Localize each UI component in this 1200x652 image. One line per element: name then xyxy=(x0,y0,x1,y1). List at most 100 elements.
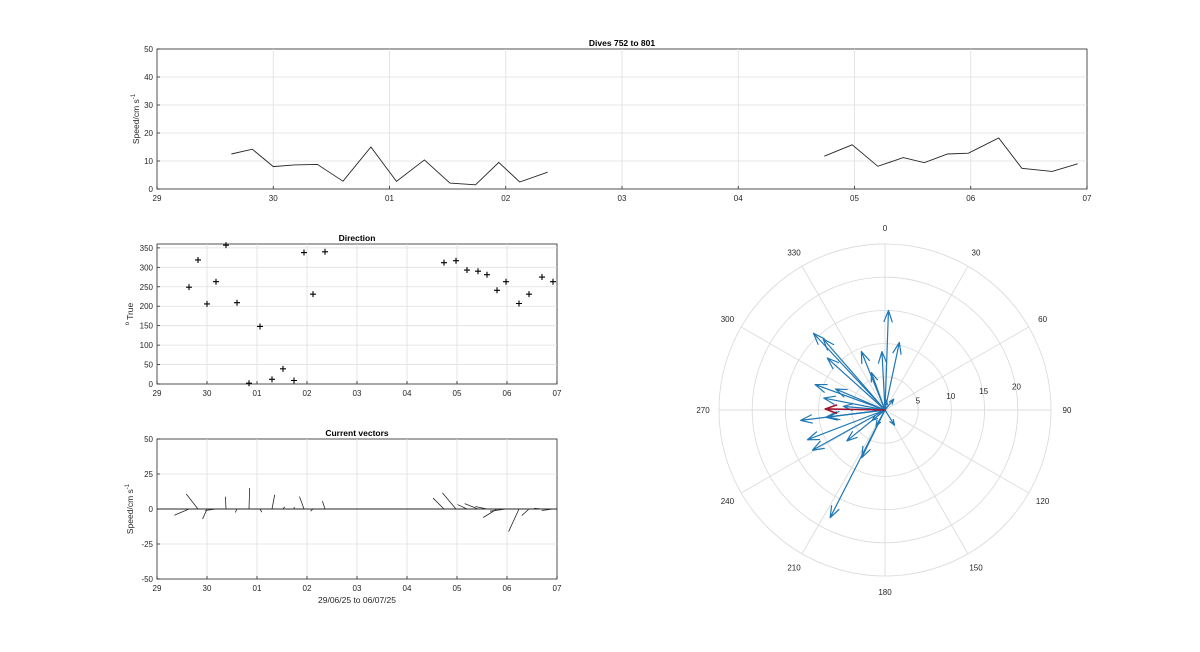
vectors-xlabel: 29/06/25 to 06/07/25 xyxy=(318,595,396,605)
current-vector-stick xyxy=(457,504,468,510)
direction-point xyxy=(322,248,328,255)
x-tick-label: 29 xyxy=(153,389,162,398)
direction-point xyxy=(494,287,500,294)
direction-point xyxy=(246,380,252,387)
direction-ylabel: oTrue xyxy=(125,302,135,325)
speed-ticks: 29 30 01 02 03 04 05 06 07 0 10 20 30 40 50 xyxy=(144,45,1092,203)
direction-point xyxy=(550,278,556,285)
polar-grid xyxy=(718,243,1052,577)
x-tick-label: 06 xyxy=(503,584,512,593)
y-tick-label: 100 xyxy=(140,341,154,350)
direction-point xyxy=(301,249,307,256)
polar-angle-label: 0 xyxy=(883,224,888,233)
x-tick-label: 30 xyxy=(269,194,278,203)
polar-vector-arrow xyxy=(812,332,886,411)
x-tick-label: 05 xyxy=(850,194,859,203)
direction-point xyxy=(516,300,522,307)
polar-vector-arrow xyxy=(823,395,886,411)
direction-point xyxy=(269,376,275,383)
polar-angle-label: 150 xyxy=(969,564,983,573)
x-tick-label: 01 xyxy=(253,584,262,593)
x-tick-label: 07 xyxy=(553,389,562,398)
direction-point xyxy=(453,257,459,264)
polar-spoke xyxy=(884,326,1029,411)
current-vector-stick xyxy=(432,497,445,510)
direction-point xyxy=(257,323,263,330)
x-tick-label: 01 xyxy=(385,194,394,203)
current-vector-stick xyxy=(185,493,199,510)
direction-point xyxy=(484,271,490,278)
direction-title: Direction xyxy=(339,233,376,243)
direction-point xyxy=(464,267,470,274)
polar-angle-label: 270 xyxy=(696,406,710,415)
polar-spoke xyxy=(801,266,886,411)
vectors-ylabel: Speed/cm s-1 xyxy=(125,483,135,534)
current-vector-stick xyxy=(521,508,530,516)
current-vector-stick xyxy=(508,508,520,532)
polar-range-label: 20 xyxy=(1012,383,1021,392)
direction-ticks: 29 30 01 02 03 04 05 06 07 0 50 100 150 200 250 300 350 xyxy=(140,244,562,398)
polar-angle-label: 240 xyxy=(721,497,735,506)
x-tick-label: 04 xyxy=(403,389,412,398)
y-tick-label: -25 xyxy=(141,540,153,549)
direction-grid xyxy=(157,244,557,384)
direction-point xyxy=(475,268,481,275)
x-tick-label: 05 xyxy=(453,584,462,593)
y-tick-label: 0 xyxy=(149,505,154,514)
x-tick-label: 02 xyxy=(303,389,312,398)
polar-vector-arrow xyxy=(884,341,902,411)
polar-angle-label: 120 xyxy=(1036,497,1050,506)
x-tick-label: 06 xyxy=(966,194,975,203)
polar-vector-arrow xyxy=(877,351,888,411)
x-tick-label: 06 xyxy=(503,389,512,398)
x-tick-label: 07 xyxy=(553,584,562,593)
direction-point xyxy=(195,256,201,263)
polar-spoke xyxy=(884,266,969,411)
direction-point xyxy=(310,291,316,298)
y-tick-label: 150 xyxy=(140,322,154,331)
y-tick-label: 25 xyxy=(144,470,153,479)
current-vector-stick xyxy=(322,500,326,510)
speed-ylabel: Speed/cm s-1 xyxy=(131,93,141,144)
y-tick-label: 200 xyxy=(140,302,154,311)
speed-title: Dives 752 to 801 xyxy=(589,38,655,48)
polar-angle-label: 30 xyxy=(972,248,981,257)
vectors-ticks: 29 30 01 02 03 04 05 06 07 -50 -25 0 25 50 xyxy=(141,435,562,593)
x-tick-label: 04 xyxy=(403,584,412,593)
polar-angle-label: 330 xyxy=(787,248,801,257)
y-tick-label: 50 xyxy=(144,361,153,370)
current-vector-stick xyxy=(299,496,305,510)
y-tick-label: 300 xyxy=(140,263,154,272)
speed-grid xyxy=(157,49,1087,189)
y-tick-label: 50 xyxy=(144,45,153,54)
polar-range-label: 5 xyxy=(916,396,921,405)
direction-point xyxy=(213,278,219,285)
polar-range-label: 10 xyxy=(946,392,955,401)
polar-angle-label: 300 xyxy=(721,315,735,324)
current-vector-stick xyxy=(442,492,457,510)
polar-vector-arrow xyxy=(814,383,886,411)
speed-axes: 29 30 01 02 03 04 05 06 07 0 10 20 30 40 50 Dives 752 … xyxy=(131,38,1092,203)
polar-angle-label: 180 xyxy=(878,588,892,597)
direction-point xyxy=(539,274,545,281)
polar-vector-arrow xyxy=(811,409,886,451)
x-tick-label: 03 xyxy=(353,389,362,398)
polar-axes: 0 30 60 90 120 150 180 210 240 270 300 330 5 10 15 20 xyxy=(696,224,1072,597)
x-tick-label: 03 xyxy=(353,584,362,593)
polar-angle-label: 90 xyxy=(1063,406,1072,415)
x-tick-label: 30 xyxy=(203,389,212,398)
polar-spoke xyxy=(741,326,886,411)
polar-arrows xyxy=(800,309,902,519)
polar-vector-arrow xyxy=(829,409,886,519)
x-tick-label: 03 xyxy=(618,194,627,203)
x-tick-label: 29 xyxy=(153,584,162,593)
direction-point xyxy=(280,365,286,372)
polar-ticks: 0 30 60 90 120 150 180 210 240 270 300 330 5 10 15 20 xyxy=(696,224,1072,597)
current-vector-stick xyxy=(248,488,251,510)
polar-vector-arrow xyxy=(884,398,895,411)
x-tick-label: 30 xyxy=(203,584,212,593)
y-tick-label: 30 xyxy=(144,101,153,110)
direction-point xyxy=(186,284,192,291)
polar-vector-arrow xyxy=(884,409,896,426)
